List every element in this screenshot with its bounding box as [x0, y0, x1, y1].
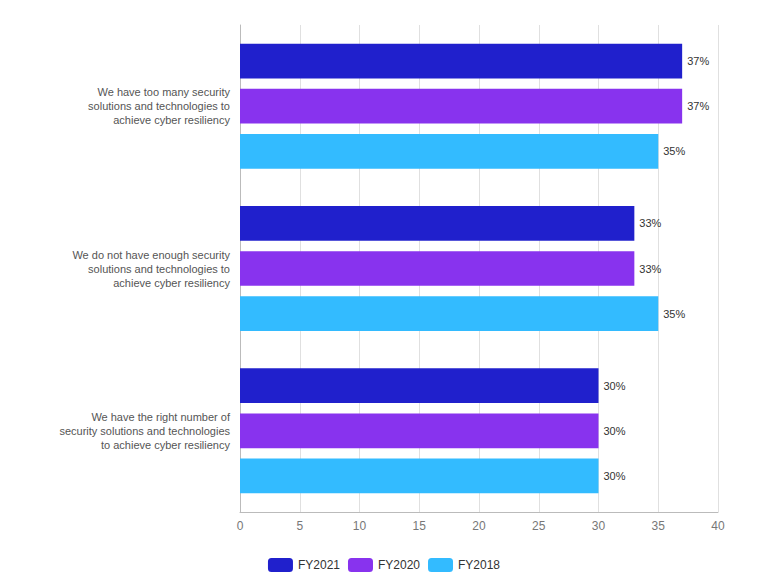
- svg-text:achieve cyber resiliency: achieve cyber resiliency: [113, 277, 230, 289]
- svg-text:37%: 37%: [687, 55, 709, 67]
- svg-text:FY2020: FY2020: [378, 558, 420, 572]
- svg-text:33%: 33%: [639, 217, 661, 229]
- svg-text:35%: 35%: [663, 308, 685, 320]
- svg-text:25: 25: [532, 519, 546, 533]
- svg-text:10: 10: [353, 519, 367, 533]
- svg-text:30%: 30%: [604, 425, 626, 437]
- svg-text:security solutions and technol: security solutions and technologies: [59, 425, 230, 437]
- svg-text:to achieve cyber resiliency: to achieve cyber resiliency: [101, 439, 231, 451]
- svg-text:30: 30: [592, 519, 606, 533]
- svg-text:5: 5: [296, 519, 303, 533]
- svg-text:40: 40: [711, 519, 725, 533]
- svg-text:solutions and technologies to: solutions and technologies to: [88, 263, 230, 275]
- svg-text:30%: 30%: [604, 470, 626, 482]
- svg-text:20: 20: [472, 519, 486, 533]
- svg-text:33%: 33%: [639, 263, 661, 275]
- svg-text:35: 35: [652, 519, 666, 533]
- svg-text:15: 15: [413, 519, 427, 533]
- svg-text:37%: 37%: [687, 100, 709, 112]
- svg-text:30%: 30%: [604, 380, 626, 392]
- svg-text:solutions and technologies to: solutions and technologies to: [88, 100, 230, 112]
- svg-text:0: 0: [237, 519, 244, 533]
- svg-text:achieve cyber resiliency: achieve cyber resiliency: [113, 114, 230, 126]
- svg-text:FY2018: FY2018: [458, 558, 500, 572]
- svg-text:35%: 35%: [663, 145, 685, 157]
- svg-text:We have too many security: We have too many security: [98, 86, 231, 98]
- svg-text:We have the right number of: We have the right number of: [91, 411, 231, 423]
- svg-text:We do not have enough security: We do not have enough security: [72, 249, 230, 261]
- svg-text:FY2021: FY2021: [298, 558, 340, 572]
